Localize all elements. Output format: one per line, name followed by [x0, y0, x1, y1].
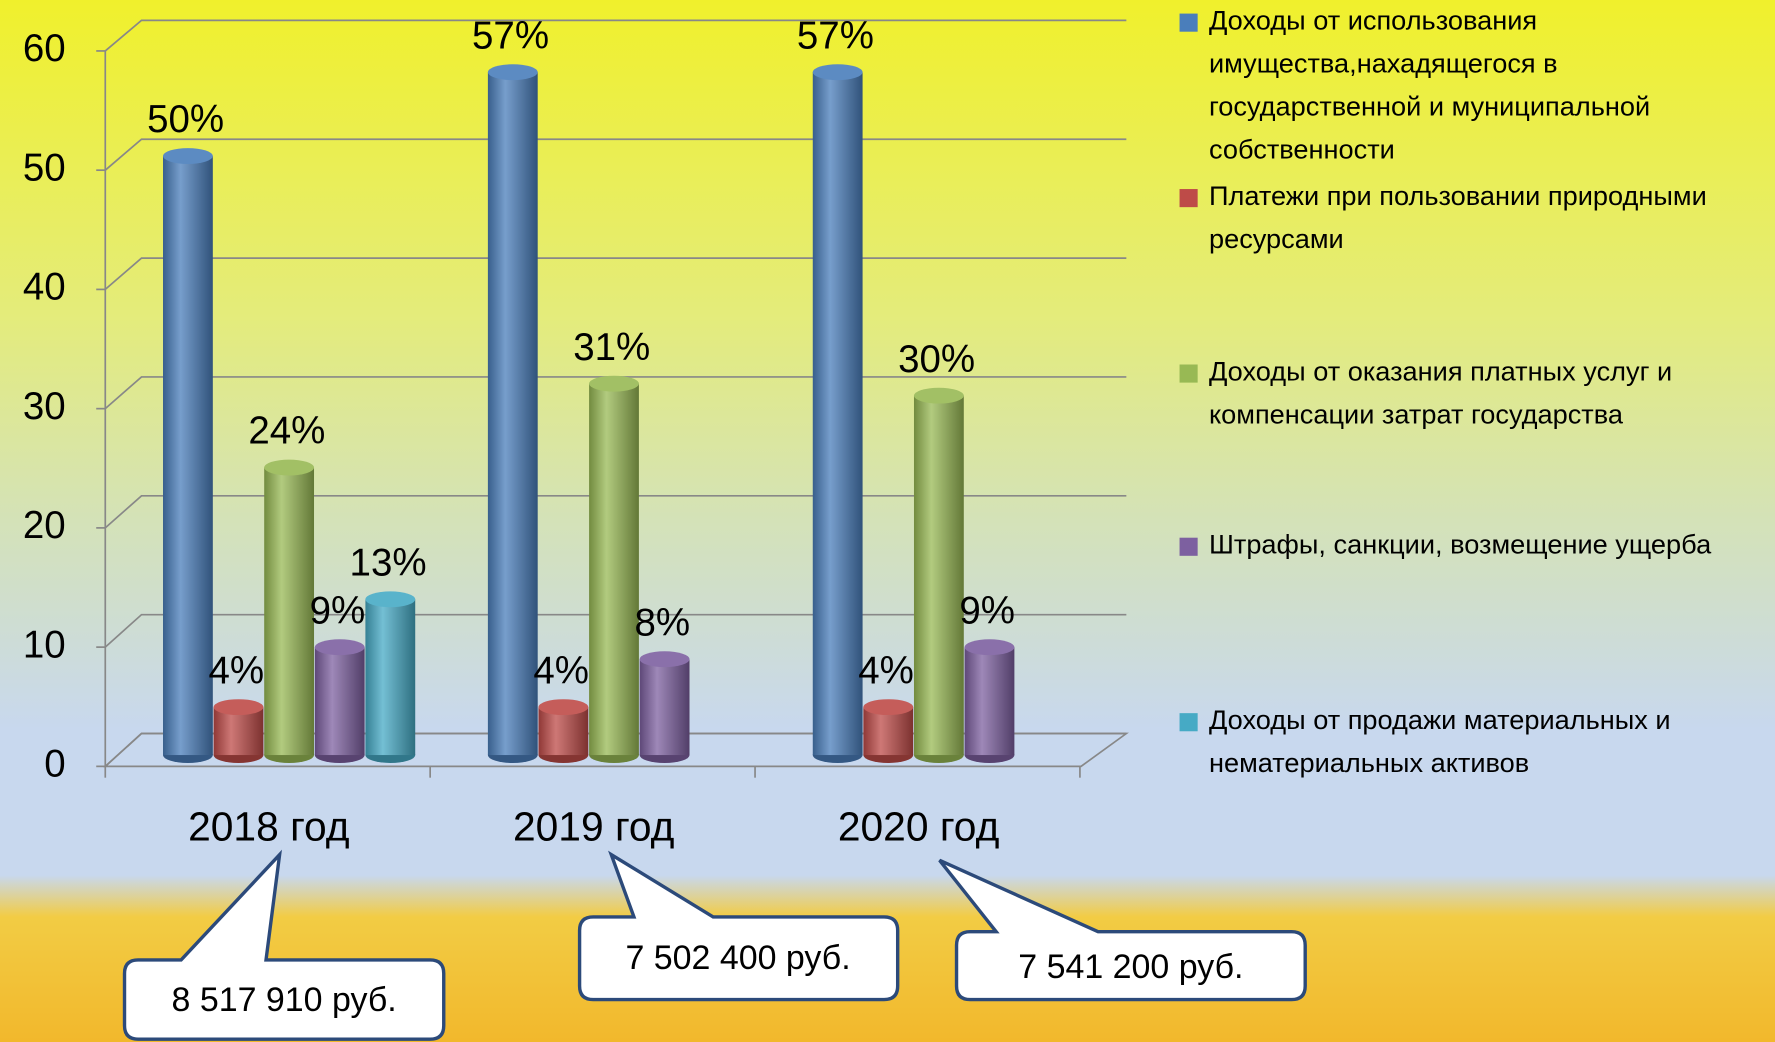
legend-label: Платежи при пользовании природными ресур… [1208, 181, 1707, 255]
legend-label: Штрафы, санкции, возмещение ущерба [1208, 529, 1712, 561]
grid-line [104, 732, 1127, 767]
bar [863, 699, 914, 763]
data-label: 9% [310, 589, 366, 632]
legend-swatch [1179, 713, 1198, 732]
bar-top [314, 639, 365, 656]
bar-body [639, 659, 690, 756]
callout [938, 858, 1307, 1002]
bar [913, 387, 964, 763]
y-tick-label: 20 [23, 504, 66, 547]
y-tick-label: 0 [44, 743, 65, 786]
grid-line [104, 138, 1127, 171]
bar-top [913, 387, 964, 404]
data-label: 57% [472, 14, 549, 57]
bar [964, 639, 1015, 763]
data-label: 13% [350, 542, 427, 585]
legend-item: Доходы от оказания платных услуг и компе… [1177, 351, 1771, 437]
bar [314, 639, 365, 763]
data-label: 31% [573, 326, 650, 369]
bar-top [812, 64, 863, 81]
data-label: 4% [208, 649, 264, 692]
data-label: 30% [898, 338, 975, 381]
legend-item: Платежи при пользовании природными ресур… [1177, 175, 1771, 261]
x-tick-label: 2018 год [188, 804, 350, 850]
data-label: 9% [959, 589, 1015, 632]
bar [538, 699, 589, 763]
legend-item: Штрафы, санкции, возмещение ущерба [1177, 524, 1771, 567]
annotation: 7 541 200 руб. [1018, 948, 1243, 986]
grid-line [104, 494, 1127, 529]
data-label: 50% [147, 98, 224, 141]
grid-line [104, 19, 1127, 52]
y-tick-label: 10 [23, 623, 66, 666]
grid-line [104, 376, 1127, 410]
bar [264, 459, 315, 763]
bar-top [365, 591, 416, 608]
bar-body [913, 395, 964, 756]
annotation: 7 502 400 руб. [625, 939, 850, 977]
bar-top [264, 459, 315, 476]
bar-top [964, 639, 1015, 656]
legend-item: Доходы от использования имущества,нахадя… [1177, 0, 1771, 172]
grid-line [104, 257, 1127, 291]
bar-body [812, 72, 863, 756]
x-tick-label: 2019 год [513, 804, 675, 850]
legend-label: Доходы от продажи материальных и нематер… [1208, 705, 1671, 779]
bar-body [538, 707, 589, 756]
callouts [122, 849, 1307, 1041]
data-label: 8% [635, 601, 691, 644]
data-label: 4% [533, 649, 589, 692]
bar-top [538, 699, 589, 716]
bar-body [487, 72, 538, 756]
bar-top [213, 699, 264, 716]
y-tick-label: 60 [23, 27, 66, 70]
legend-label: Доходы от оказания платных услуг и компе… [1208, 356, 1673, 431]
bar [589, 375, 639, 763]
callout [122, 849, 446, 1041]
y-tick-label: 40 [23, 266, 66, 309]
bar-body [964, 647, 1015, 756]
legend-swatch [1179, 13, 1198, 32]
bar [487, 64, 538, 763]
grid-line [104, 613, 1127, 648]
legend-label: Доходы от использования имущества,нахадя… [1208, 5, 1651, 166]
callout [577, 850, 900, 1002]
bar [812, 64, 863, 763]
y-tick-label: 50 [23, 146, 66, 189]
annotation: 8 517 910 руб. [172, 981, 397, 1019]
legend-swatch [1179, 537, 1198, 556]
legend-swatch [1179, 364, 1198, 383]
bar-top [589, 375, 639, 392]
bar-body [264, 467, 315, 756]
bar-body [314, 647, 365, 756]
data-label: 4% [858, 649, 914, 692]
legend-swatch [1179, 189, 1198, 208]
legend-item: Доходы от продажи материальных и нематер… [1177, 700, 1771, 786]
bar [365, 591, 416, 763]
bar-body [365, 599, 416, 756]
y-tick-label: 30 [23, 385, 66, 428]
bar-body [589, 383, 639, 756]
bar-top [863, 699, 914, 716]
data-label: 24% [248, 410, 325, 453]
bar-top [487, 64, 538, 81]
bar-body [863, 707, 914, 756]
bar [163, 148, 213, 763]
bar-top [639, 651, 690, 668]
bar-body [163, 156, 213, 756]
bar [639, 651, 690, 763]
bar-body [213, 707, 264, 756]
bar [213, 699, 264, 763]
bar-top [163, 148, 213, 164]
x-tick-label: 2020 год [838, 804, 1000, 850]
data-label: 57% [797, 14, 874, 57]
